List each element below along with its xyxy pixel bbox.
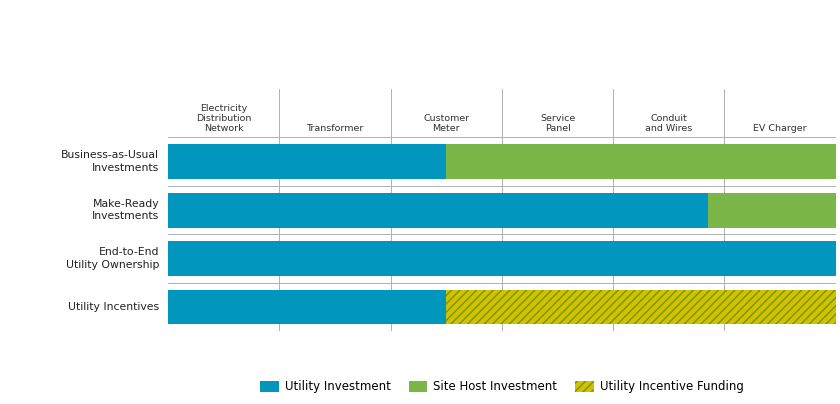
Text: End-to-End
Utility Ownership: End-to-End Utility Ownership	[66, 247, 159, 270]
Bar	[446, 290, 836, 324]
Bar	[168, 193, 708, 227]
Text: Transformer: Transformer	[307, 124, 364, 133]
Text: Utility Incentives: Utility Incentives	[68, 302, 159, 312]
Text: Electricity
Distribution
Network: Electricity Distribution Network	[196, 104, 251, 133]
Text: EV Charger: EV Charger	[753, 124, 807, 133]
Text: Make-Ready
Investments: Make-Ready Investments	[92, 199, 159, 221]
Text: Service
Panel: Service Panel	[540, 114, 575, 133]
Bar	[446, 290, 836, 324]
Text: Conduit
and Wires: Conduit and Wires	[645, 114, 692, 133]
Bar	[168, 290, 446, 324]
Legend: Utility Investment, Site Host Investment, Utility Incentive Funding: Utility Investment, Site Host Investment…	[255, 376, 748, 398]
Bar	[168, 241, 836, 276]
Bar	[446, 144, 836, 179]
Bar	[708, 193, 836, 227]
Text: Business-as-Usual
Investments: Business-as-Usual Investments	[61, 150, 159, 173]
Bar	[168, 144, 446, 179]
Text: Customer
Meter: Customer Meter	[423, 114, 470, 133]
